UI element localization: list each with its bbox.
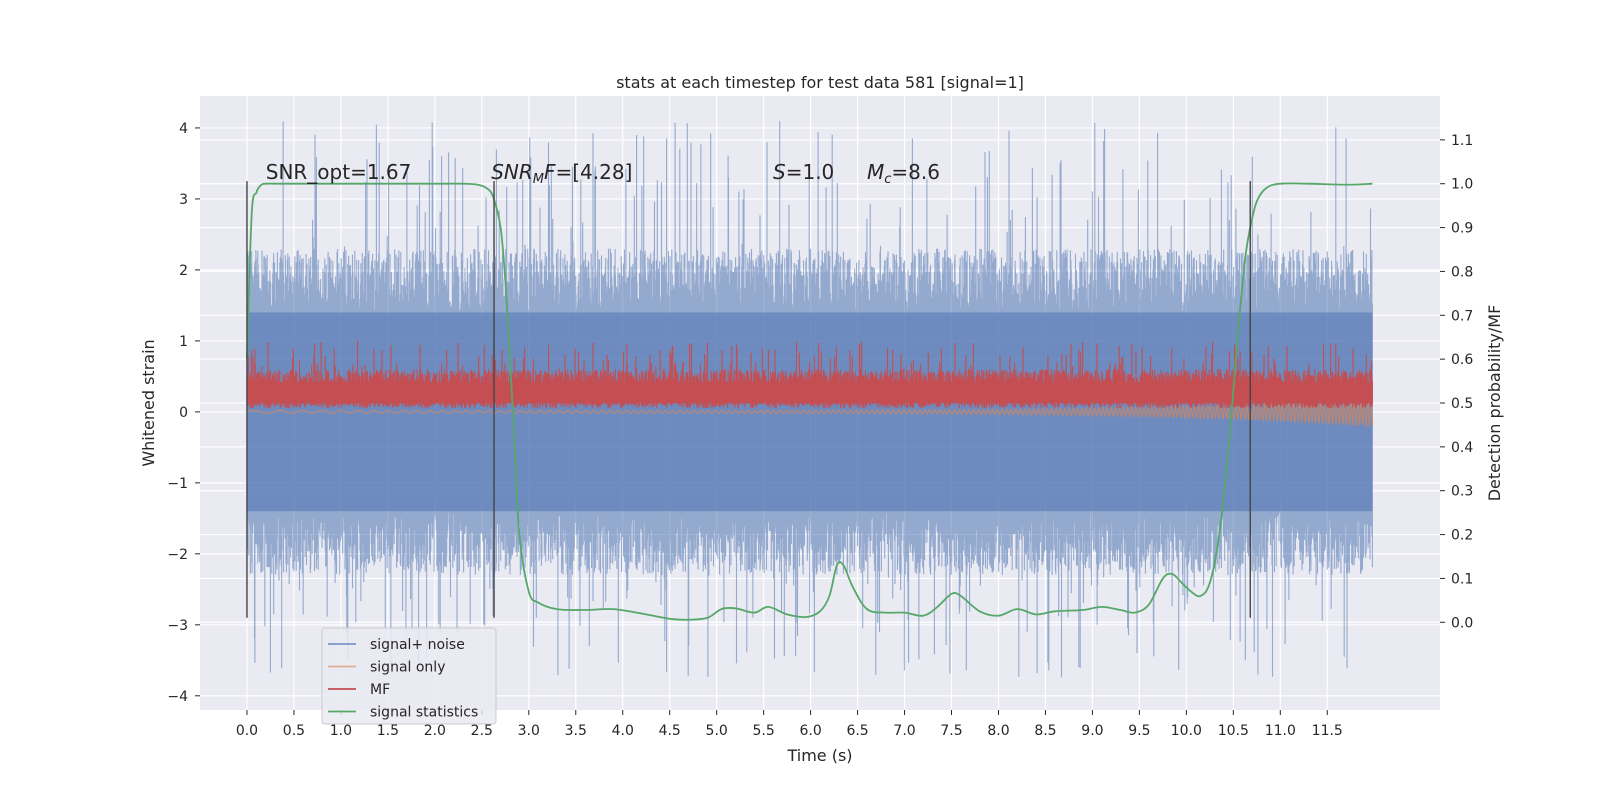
x-tick-label: 10.5	[1218, 723, 1249, 739]
x-tick-label: 3.0	[518, 723, 540, 739]
y-tick-label-right: 0.5	[1451, 396, 1473, 412]
x-tick-label: 3.5	[565, 723, 587, 739]
legend-label: MF	[370, 682, 390, 698]
legend: signal+ noise signal only MF signal statist…	[321, 627, 497, 725]
y-tick-label-right: 1.0	[1451, 177, 1473, 193]
legend-label: signal+ noise	[370, 637, 465, 653]
chart-title: stats at each timestep for test data 581…	[616, 73, 1024, 92]
x-tick-label: 1.5	[377, 723, 399, 739]
x-tick-label: 5.5	[753, 723, 775, 739]
y-tick-label-left: −1	[167, 476, 188, 492]
y-axis-label-right: Detection probability/MF	[1485, 305, 1504, 502]
y-tick-label-right: 0.9	[1451, 221, 1473, 237]
x-tick-label: 9.5	[1128, 723, 1150, 739]
y-tick-label-right: 0.7	[1451, 308, 1473, 324]
x-tick-label: 8.5	[1034, 723, 1056, 739]
y-tick-label-left: −3	[167, 618, 188, 634]
x-tick-label: 11.5	[1312, 723, 1343, 739]
y-tick-label-left: 2	[179, 263, 188, 279]
y-tick-label-right: 0.4	[1451, 440, 1473, 456]
vertical-markers	[246, 181, 1373, 621]
x-tick-label: 2.5	[471, 723, 493, 739]
y-tick-label-right: 0.3	[1451, 484, 1473, 500]
x-tick-label: 6.5	[846, 723, 868, 739]
y-tick-label-left: 3	[179, 192, 188, 208]
stat-annotation: SNR_opt=1.67	[266, 160, 412, 184]
x-axis-label: Time (s)	[786, 746, 852, 765]
x-tick-label: 9.0	[1081, 723, 1103, 739]
x-tick-label: 1.0	[330, 723, 352, 739]
x-tick-label: 10.0	[1171, 723, 1202, 739]
series-signal-statistics	[246, 182, 1373, 621]
x-tick-label: 4.5	[659, 723, 681, 739]
legend-label: signal only	[370, 660, 445, 676]
y-tick-label-left: 1	[179, 334, 188, 350]
y-tick-label-right: 1.1	[1451, 133, 1473, 149]
y-axis-label-left: Whitened strain	[139, 339, 158, 466]
y-tick-label-left: −2	[167, 547, 188, 563]
x-tick-label: 7.5	[940, 723, 962, 739]
series-signal-only	[246, 396, 1373, 427]
stat-annotation: S=1.0	[773, 160, 834, 184]
y-tick-label-right: 0.0	[1451, 615, 1473, 631]
y-tick-label-left: −4	[167, 689, 188, 705]
legend-label: signal statistics	[370, 705, 478, 721]
axis-ticks: 0.0 0.5 1.0 1.5 2.0 2.5 3.0 3.5 4.0 4.5 5.0 5.5 6.0 6…	[167, 121, 1473, 739]
x-tick-label: 2.0	[424, 723, 446, 739]
data-layer	[246, 121, 1373, 678]
stat-annotation: Mc=8.6	[867, 160, 940, 187]
x-tick-label: 0.5	[283, 723, 305, 739]
y-tick-label-right: 0.1	[1451, 571, 1473, 587]
y-tick-label-right: 0.2	[1451, 528, 1473, 544]
stat-annotation: SNRMF=[4.28]	[491, 160, 632, 187]
x-tick-label: 0.0	[236, 723, 258, 739]
y-tick-label-right: 0.8	[1451, 264, 1473, 280]
x-tick-label: 8.0	[987, 723, 1009, 739]
y-tick-label-left: 4	[179, 121, 188, 137]
legend-box	[321, 627, 497, 725]
y-tick-label-left: 0	[179, 405, 188, 421]
x-tick-label: 6.0	[799, 723, 821, 739]
x-tick-label: 4.0	[612, 723, 634, 739]
y-tick-label-right: 0.6	[1451, 352, 1473, 368]
annotations: SNR_opt=1.67 SNRMF=[4.28] S=1.0 Mc=8.6	[266, 160, 940, 187]
x-tick-label: 11.0	[1265, 723, 1296, 739]
x-tick-label: 5.0	[706, 723, 728, 739]
x-tick-label: 7.0	[893, 723, 915, 739]
